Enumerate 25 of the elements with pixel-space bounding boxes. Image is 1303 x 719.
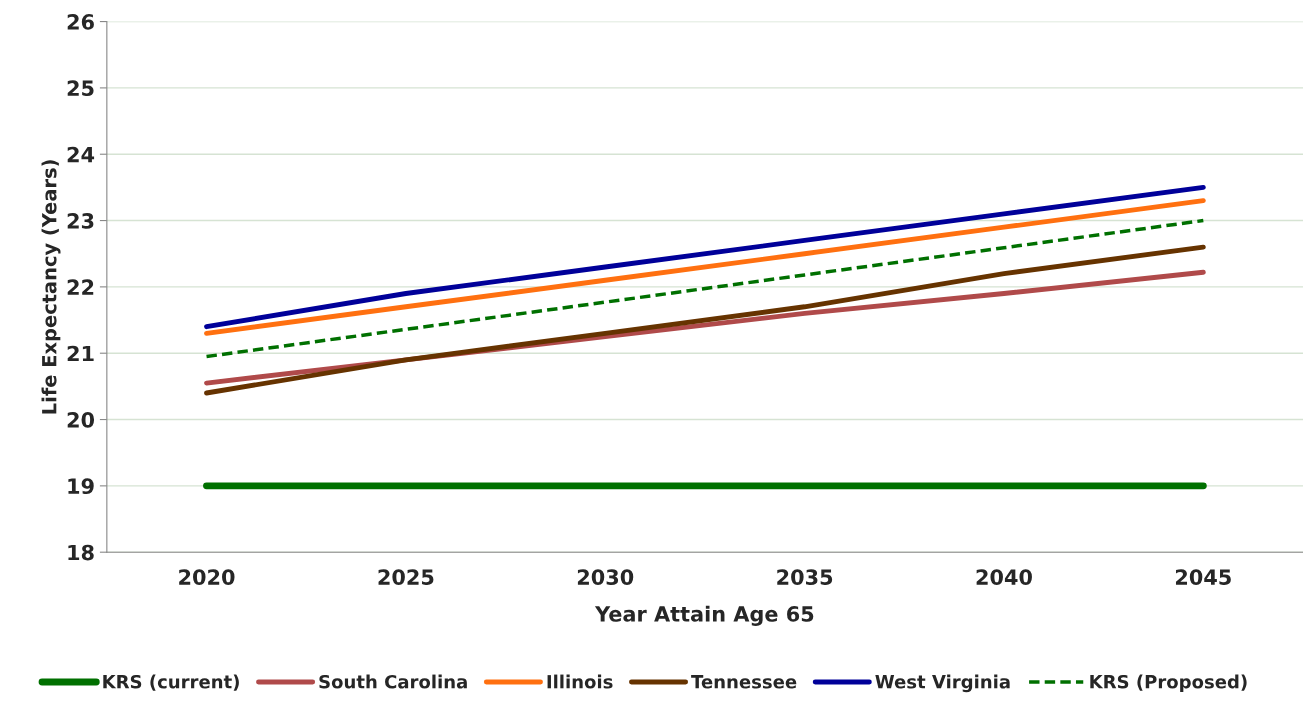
y-axis-title: Life Expectancy (Years) xyxy=(41,160,61,414)
y-tick-label: 19 xyxy=(68,478,94,495)
x-tick-label: 2030 xyxy=(577,569,634,585)
y-tick-label: 21 xyxy=(67,345,94,362)
x-tick-label: 2035 xyxy=(777,569,833,585)
x-tick-label: 2025 xyxy=(378,569,434,585)
y-tick-label: 24 xyxy=(67,146,95,163)
y-tick-label: 22 xyxy=(67,279,94,295)
y-tick-label: 18 xyxy=(68,544,94,561)
x-tick-label: 2040 xyxy=(976,569,1032,585)
x-axis-title: Year Attain Age 65 xyxy=(594,605,814,627)
line-series xyxy=(204,244,1206,396)
legend-label: Illinois xyxy=(547,674,613,689)
y-tick-label: 23 xyxy=(67,213,94,229)
legend-label: Tennessee xyxy=(691,675,797,689)
x-tick-label: 2020 xyxy=(179,569,235,585)
y-tick-label: 26 xyxy=(67,14,94,30)
y-tick-label: 20 xyxy=(67,411,95,428)
line-series xyxy=(204,218,1206,359)
legend-label: KRS (Proposed) xyxy=(1090,674,1247,693)
x-tick-label: 2045 xyxy=(1175,569,1231,585)
legend-label: KRS (current) xyxy=(103,674,239,691)
legend-label: West Virginia xyxy=(875,674,1010,693)
legend-label: South Carolina xyxy=(319,674,467,689)
y-tick-label: 25 xyxy=(67,80,94,97)
